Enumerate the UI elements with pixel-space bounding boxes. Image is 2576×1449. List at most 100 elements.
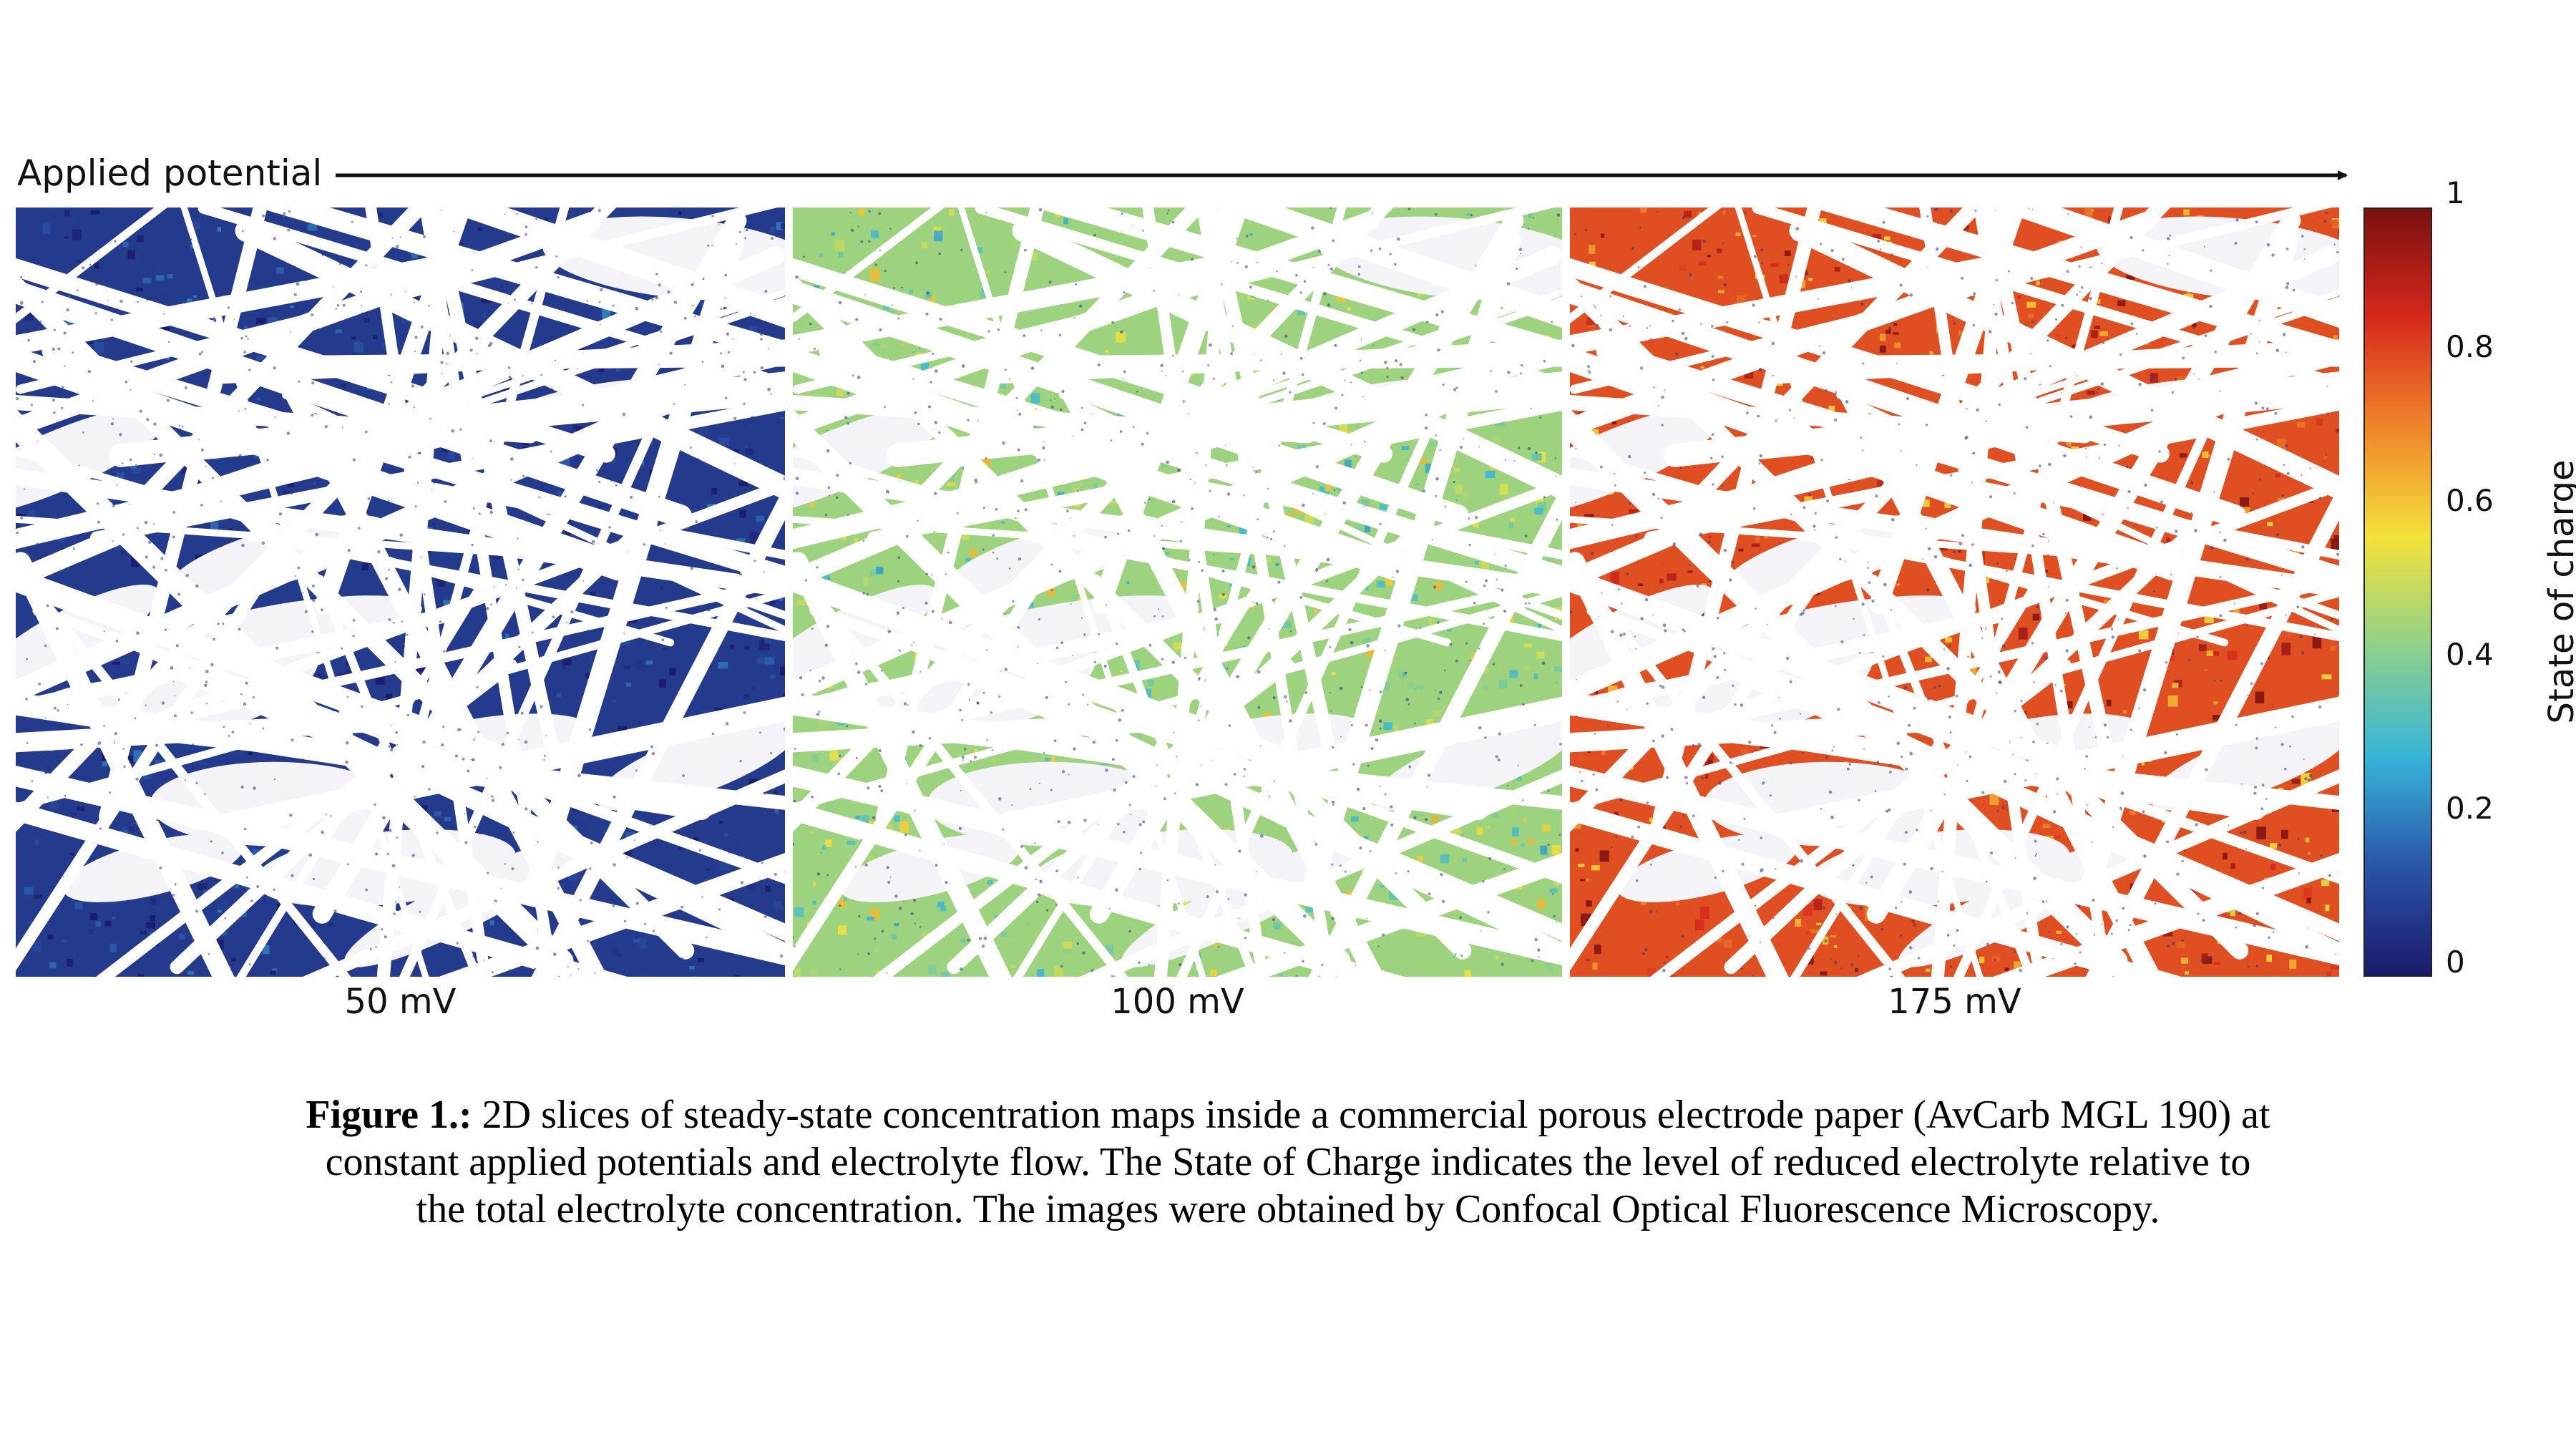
noise-speck: [1761, 262, 1763, 265]
noise-speck: [1035, 408, 1037, 410]
noise-speck: [1018, 412, 1022, 416]
noise-speck: [2144, 483, 2147, 487]
noise-speck: [1717, 616, 1719, 620]
noise-speck: [1130, 814, 1131, 816]
noise-speck: [1993, 303, 1995, 306]
soc-speckle: [837, 925, 847, 935]
soc-speckle: [1495, 955, 1499, 960]
noise-speck: [917, 519, 919, 522]
soc-speckle: [1476, 827, 1483, 835]
noise-speck: [1357, 265, 1361, 268]
soc-speckle: [780, 223, 785, 229]
noise-speck: [809, 323, 812, 326]
noise-speck: [1760, 836, 1763, 839]
noise-speck: [1246, 235, 1249, 238]
carbon-fiber: [1990, 208, 2339, 328]
noise-speck: [798, 338, 800, 340]
noise-speck: [557, 276, 560, 279]
carbon-fiber: [16, 801, 628, 977]
noise-speck: [1077, 877, 1079, 879]
noise-speck: [220, 500, 222, 502]
noise-speck: [598, 209, 601, 213]
noise-speck: [540, 374, 542, 376]
noise-speck: [1341, 394, 1344, 396]
soc-speckle: [1362, 638, 1371, 648]
noise-speck: [2196, 635, 2199, 638]
noise-speck: [763, 915, 767, 918]
noise-speck: [745, 228, 748, 232]
soc-speckle: [2206, 650, 2214, 656]
noise-speck: [1594, 306, 1596, 308]
noise-speck: [2099, 457, 2101, 459]
noise-speck: [1858, 906, 1863, 910]
noise-speck: [1922, 558, 1924, 560]
noise-speck: [1896, 741, 1901, 745]
soc-speckle: [1416, 856, 1423, 861]
noise-speck: [718, 224, 720, 226]
soc-speckle: [748, 880, 756, 890]
noise-speck: [250, 899, 253, 902]
noise-speck: [1611, 524, 1614, 526]
noise-speck: [52, 347, 55, 351]
noise-speck: [1120, 330, 1123, 334]
carbon-fiber: [365, 208, 489, 965]
noise-speck: [1282, 371, 1286, 375]
noise-speck: [489, 341, 493, 346]
noise-speck: [1227, 898, 1230, 900]
noise-speck: [2046, 742, 2049, 744]
noise-speck: [395, 248, 397, 250]
noise-speck: [2195, 823, 2198, 826]
noise-speck: [390, 748, 394, 752]
noise-speck: [2097, 387, 2100, 391]
noise-speck: [149, 532, 151, 535]
soc-speckle: [1137, 735, 1143, 741]
noise-speck: [119, 299, 123, 303]
noise-speck: [913, 641, 914, 643]
noise-speck: [586, 940, 589, 942]
noise-speck: [1657, 405, 1659, 407]
soc-speckle: [2240, 497, 2250, 507]
noise-speck: [1524, 602, 1527, 605]
noise-speck: [1663, 961, 1666, 964]
noise-speck: [421, 765, 425, 769]
noise-speck: [443, 650, 446, 653]
noise-speck: [645, 943, 648, 946]
noise-speck: [743, 422, 746, 426]
noise-speck: [172, 680, 175, 683]
soc-speckle: [2213, 962, 2221, 965]
soc-speckle: [693, 975, 698, 977]
noise-speck: [1284, 695, 1287, 698]
noise-speck: [36, 542, 39, 547]
noise-speck: [1018, 645, 1020, 648]
noise-speck: [243, 827, 247, 831]
noise-speck: [2039, 384, 2041, 386]
soc-speckle: [95, 921, 102, 927]
soc-speckle: [364, 318, 370, 323]
noise-speck: [725, 396, 728, 399]
soc-speckle: [1249, 326, 1259, 331]
noise-speck: [1831, 749, 1834, 752]
noise-speck: [1270, 537, 1273, 541]
noise-speck: [146, 418, 150, 421]
noise-speck: [1701, 776, 1704, 780]
noise-speck: [136, 527, 139, 530]
noise-speck: [1955, 695, 1958, 698]
noise-speck: [913, 899, 916, 902]
noise-speck: [38, 682, 41, 686]
soc-speckle: [116, 472, 125, 481]
soc-speckle: [810, 831, 814, 834]
noise-speck: [1005, 369, 1007, 371]
soc-speckle: [256, 318, 266, 324]
soc-speckle: [234, 885, 239, 889]
noise-speck: [912, 378, 914, 380]
noise-speck: [396, 744, 399, 746]
noise-speck: [740, 881, 744, 884]
noise-speck: [682, 774, 685, 777]
soc-speckle: [914, 480, 919, 484]
carbon-fiber: [171, 394, 785, 463]
noise-speck: [1814, 512, 1817, 514]
soc-speckle: [69, 812, 77, 816]
noise-speck: [1384, 361, 1387, 364]
noise-speck: [2172, 942, 2175, 945]
soc-speckle: [558, 326, 565, 333]
